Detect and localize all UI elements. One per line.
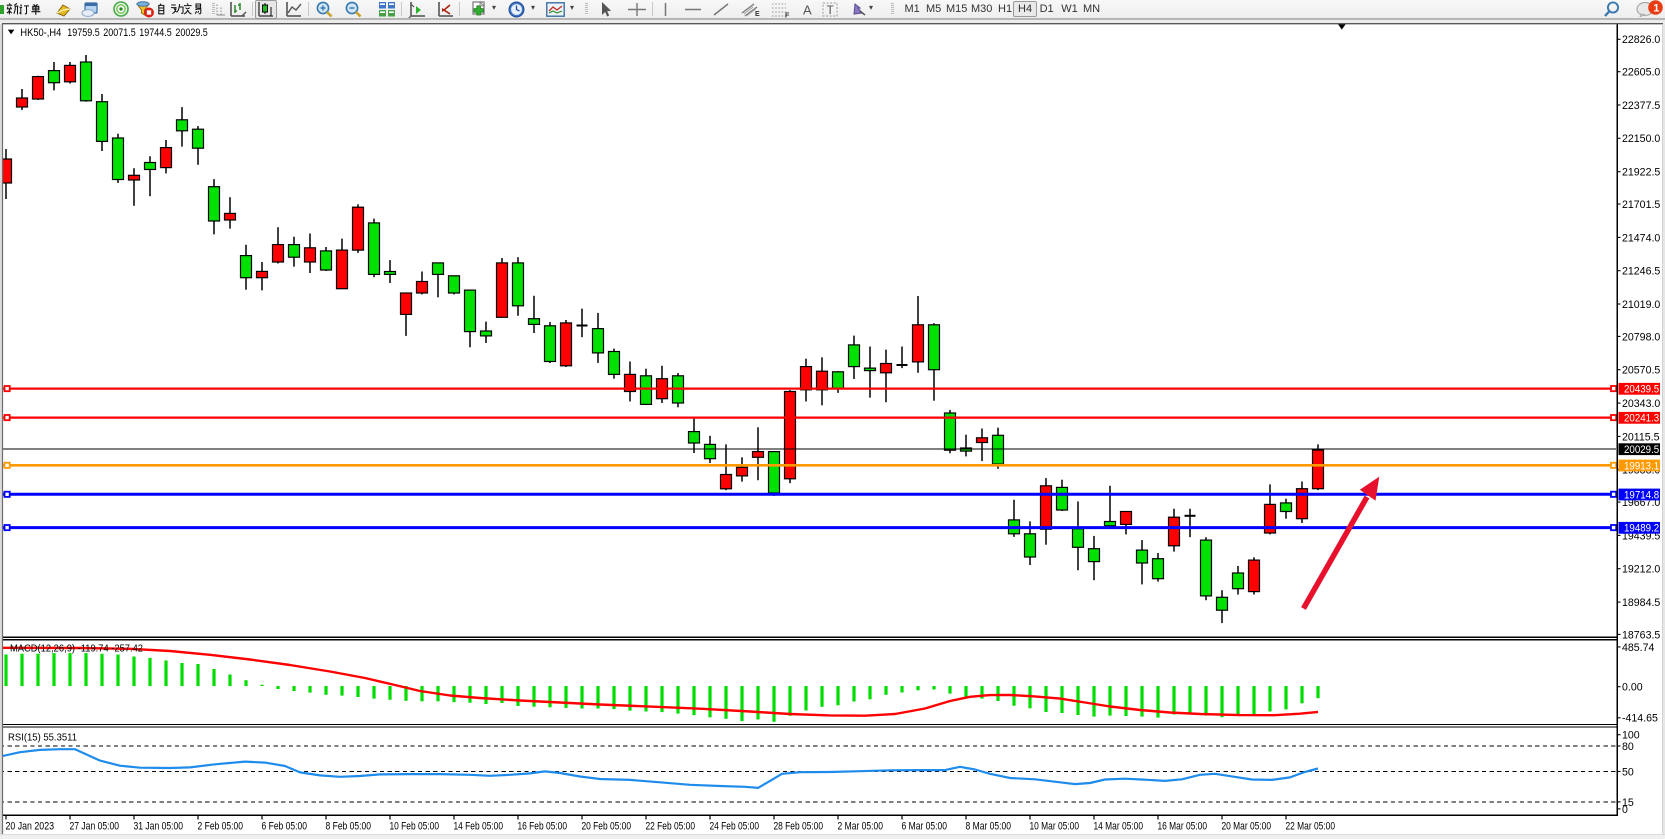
svg-text:28 Feb 05:00: 28 Feb 05:00 [774, 821, 824, 833]
svg-text:A: A [803, 3, 812, 18]
svg-text:2 Feb 05:00: 2 Feb 05:00 [198, 821, 244, 833]
svg-text:20798.0: 20798.0 [1622, 331, 1660, 343]
svg-text:10 Feb 05:00: 10 Feb 05:00 [390, 821, 440, 833]
svg-text:27 Jan 05:00: 27 Jan 05:00 [70, 821, 120, 833]
svg-text:31 Jan 05:00: 31 Jan 05:00 [134, 821, 184, 833]
svg-text:6 Feb 05:00: 6 Feb 05:00 [262, 821, 308, 833]
svg-text:21701.5: 21701.5 [1622, 199, 1660, 211]
svg-text:2 Mar 05:00: 2 Mar 05:00 [838, 821, 884, 833]
svg-text:100: 100 [1622, 730, 1640, 742]
svg-text:24 Feb 05:00: 24 Feb 05:00 [710, 821, 760, 833]
svg-text:E: E [755, 11, 760, 18]
svg-text:22 Feb 05:00: 22 Feb 05:00 [646, 821, 696, 833]
svg-text:-414.65: -414.65 [1622, 713, 1658, 725]
svg-text:20071.5: 20071.5 [103, 27, 135, 39]
svg-text:20439.5: 20439.5 [1624, 384, 1659, 396]
svg-text:21922.5: 21922.5 [1622, 167, 1660, 179]
svg-text:8 Mar 05:00: 8 Mar 05:00 [966, 821, 1012, 833]
svg-text:1: 1 [1653, 3, 1659, 15]
svg-text:21474.0: 21474.0 [1622, 232, 1660, 244]
svg-text:10 Mar 05:00: 10 Mar 05:00 [1030, 821, 1080, 833]
svg-text:14 Mar 05:00: 14 Mar 05:00 [1094, 821, 1144, 833]
svg-text:RSI(15) 55.3511: RSI(15) 55.3511 [8, 733, 77, 744]
svg-text:15: 15 [1622, 797, 1634, 809]
svg-text:20343.0: 20343.0 [1622, 398, 1660, 410]
svg-text:21019.0: 21019.0 [1622, 299, 1660, 311]
svg-text:T: T [827, 3, 835, 17]
svg-text:22377.5: 22377.5 [1622, 100, 1660, 112]
svg-text:22826.0: 22826.0 [1622, 34, 1660, 46]
svg-text:16 Mar 05:00: 16 Mar 05:00 [1158, 821, 1208, 833]
svg-text:22 Mar 05:00: 22 Mar 05:00 [1286, 821, 1336, 833]
svg-text:0: 0 [1622, 804, 1628, 816]
svg-text:18984.5: 18984.5 [1622, 597, 1660, 609]
svg-text:22605.0: 22605.0 [1622, 67, 1660, 79]
svg-text:20241.3: 20241.3 [1624, 413, 1659, 425]
svg-text:16 Feb 05:00: 16 Feb 05:00 [518, 821, 568, 833]
svg-text:485.74: 485.74 [1622, 642, 1655, 654]
svg-text:19759.5: 19759.5 [67, 27, 99, 39]
svg-text:50: 50 [1622, 766, 1634, 778]
svg-text:HK50-,H4: HK50-,H4 [20, 27, 61, 39]
svg-text:20029.5: 20029.5 [175, 27, 207, 39]
svg-text:6 Mar 05:00: 6 Mar 05:00 [902, 821, 948, 833]
svg-text:18763.5: 18763.5 [1622, 629, 1660, 641]
svg-text:19913.1: 19913.1 [1624, 460, 1659, 472]
svg-text:F: F [785, 13, 790, 19]
svg-text:0.00: 0.00 [1622, 682, 1643, 694]
svg-text:19714.8: 19714.8 [1624, 489, 1659, 501]
svg-text:20 Feb 05:00: 20 Feb 05:00 [582, 821, 632, 833]
svg-text:20029.5: 20029.5 [1624, 444, 1659, 456]
svg-text:20 Jan 2023: 20 Jan 2023 [6, 821, 55, 833]
svg-text:14 Feb 05:00: 14 Feb 05:00 [454, 821, 504, 833]
svg-text:21246.5: 21246.5 [1622, 266, 1660, 278]
svg-text:80: 80 [1622, 741, 1634, 753]
svg-text:8 Feb 05:00: 8 Feb 05:00 [326, 821, 372, 833]
svg-text:20570.5: 20570.5 [1622, 365, 1660, 377]
svg-text:MACD(12,26,9) -119.74 -257.42: MACD(12,26,9) -119.74 -257.42 [10, 644, 143, 655]
svg-text:20115.5: 20115.5 [1622, 431, 1660, 443]
svg-text:20 Mar 05:00: 20 Mar 05:00 [1222, 821, 1272, 833]
svg-text:19744.5: 19744.5 [139, 27, 171, 39]
svg-text:19489.2: 19489.2 [1624, 523, 1659, 535]
svg-text:22150.0: 22150.0 [1622, 133, 1660, 145]
svg-text:19212.0: 19212.0 [1622, 564, 1660, 576]
